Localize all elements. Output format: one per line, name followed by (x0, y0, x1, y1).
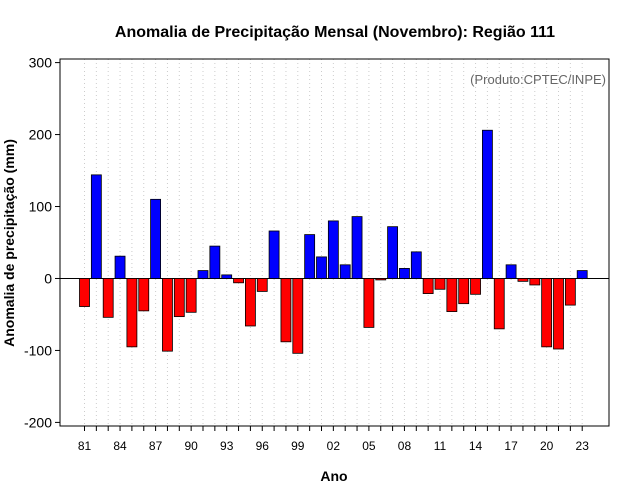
y-tick-label: 0 (44, 270, 52, 286)
bar-2002 (327, 220, 339, 279)
x-tick-label: 93 (220, 439, 234, 453)
bar-2005 (363, 278, 375, 328)
bar-1988 (162, 278, 173, 352)
bar-1983 (102, 278, 114, 318)
bar-1992 (209, 245, 221, 279)
x-tick-label: 81 (78, 439, 92, 453)
bar-2004 (351, 216, 363, 279)
bar-2017 (505, 264, 517, 279)
x-tick-label: 08 (398, 439, 412, 453)
bar-1990 (185, 278, 197, 313)
bar-1991 (197, 270, 209, 279)
y-axis: -200 -100 0 100 200 300 (24, 55, 60, 430)
bars (79, 129, 588, 354)
bar-1999 (292, 278, 304, 354)
y-axis-label: Anomalia de precipitação (mm) (1, 139, 17, 347)
y-tick-label: 100 (29, 199, 53, 215)
bar-2013 (458, 278, 470, 305)
bar-1987 (150, 198, 162, 279)
bar-2011 (434, 278, 446, 290)
x-tick-label: 23 (576, 439, 590, 453)
x-axis: 81 84 87 90 93 96 99 02 05 08 11 14 17 20 23 (78, 426, 589, 453)
bar-2018 (517, 278, 529, 282)
bar-2012 (446, 278, 458, 312)
x-tick-label: 84 (113, 439, 127, 453)
y-tick-label: -200 (24, 414, 52, 430)
bar-2019 (529, 278, 541, 286)
x-tick-label: 05 (362, 439, 376, 453)
bar-1993 (221, 274, 233, 279)
y-tick-label: -100 (24, 342, 52, 358)
bar-2006 (375, 278, 387, 281)
bar-2007 (387, 226, 399, 279)
bar-1996 (256, 278, 268, 292)
x-tick-label: 14 (469, 439, 483, 453)
bar-2008 (399, 268, 410, 279)
bar-1982 (90, 174, 102, 279)
bar-2023 (576, 270, 588, 279)
x-tick-label: 17 (504, 439, 518, 453)
bar-2015 (481, 129, 493, 279)
bar-2009 (410, 251, 422, 279)
bar-1995 (244, 278, 256, 327)
x-tick-label: 87 (149, 439, 163, 453)
x-tick-label: 02 (327, 439, 341, 453)
y-tick-label: 200 (29, 127, 53, 143)
plot-frame (59, 58, 610, 427)
bar-2016 (493, 278, 505, 330)
x-tick-label: 90 (184, 439, 198, 453)
bar-2014 (470, 278, 481, 295)
bar-1985 (126, 278, 138, 348)
chart-title: Anomalia de Precipitação Mensal (Novembr… (115, 24, 555, 41)
x-axis-label: Ano (320, 468, 347, 484)
x-tick-label: 11 (434, 439, 447, 453)
bar-2003 (339, 264, 351, 279)
x-tick-label: 20 (540, 439, 554, 453)
x-tick-label: 96 (256, 439, 270, 453)
bar-2021 (553, 278, 564, 350)
bar-2020 (541, 278, 553, 348)
y-tick-label: 300 (29, 55, 53, 71)
bar-2000 (304, 234, 316, 279)
bar-1984 (114, 255, 126, 279)
bar-1994 (233, 278, 244, 284)
bar-1989 (173, 278, 185, 318)
x-tick-label: 99 (291, 439, 305, 453)
bar-1986 (138, 278, 150, 312)
bar-2001 (316, 256, 327, 279)
bar-2010 (422, 278, 434, 294)
source-credit: (Produto:CPTEC/INPE) (470, 72, 606, 87)
bar-1981 (79, 278, 90, 307)
bar-1998 (280, 278, 292, 343)
bar-1997 (268, 230, 280, 279)
bar-2022 (564, 278, 576, 306)
